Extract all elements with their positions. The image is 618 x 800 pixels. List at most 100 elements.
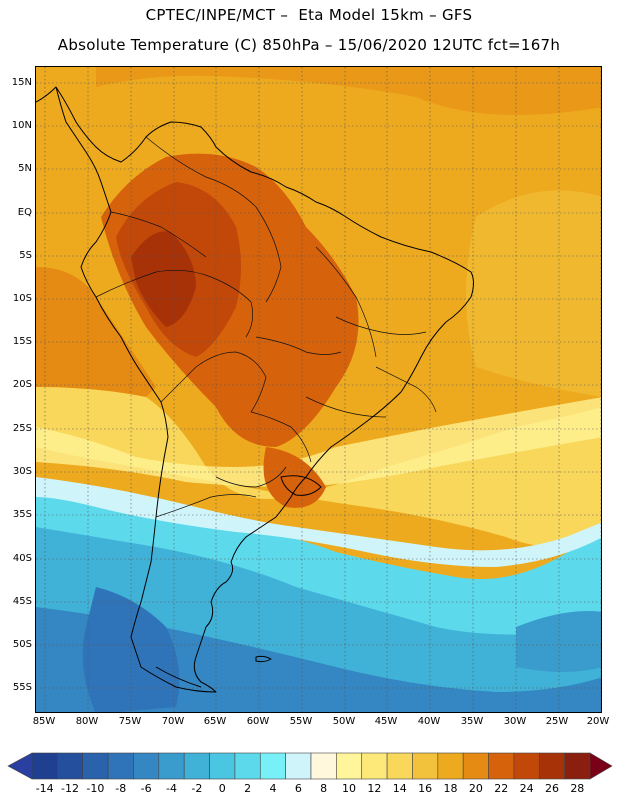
colorbar-tick-label: 0: [218, 782, 226, 795]
colorbar-swatch: [107, 752, 134, 780]
central-america-coast: [36, 86, 57, 103]
colorbar-tick-label: 10: [342, 782, 357, 795]
lat-label: 50S: [12, 639, 32, 650]
colorbar-tick-label: 26: [544, 782, 559, 795]
lat-label: 10S: [12, 293, 32, 304]
field-east-atlantic: [466, 190, 601, 397]
lon-label: 65W: [203, 716, 227, 727]
field-southeast-cold: [516, 611, 601, 672]
chart-header: CPTEC/INPE/MCT – Eta Model 15km – GFS Ab…: [0, 0, 618, 62]
colorbar-swatch: [386, 752, 413, 780]
colorbar-tick-label: -12: [61, 782, 80, 795]
colorbar-swatch: [183, 752, 210, 780]
lat-label: 35S: [12, 509, 32, 520]
lon-label: 60W: [246, 716, 270, 727]
lon-label: 35W: [460, 716, 484, 727]
coastline: [36, 86, 474, 693]
colorbar-tick-label: -6: [140, 782, 152, 795]
colorbar-swatch: [209, 752, 236, 780]
colorbar-swatch: [259, 752, 286, 780]
lon-label: 80W: [75, 716, 99, 727]
lon-label: 30W: [503, 716, 527, 727]
colorbar-swatch: [31, 752, 58, 780]
colorbar-swatch: [133, 752, 160, 780]
field-frontal-zone: [36, 477, 601, 567]
field-north-ocean: [96, 67, 601, 115]
colorbar-over-arrow: [589, 752, 613, 780]
lat-label: 15S: [12, 336, 32, 347]
colorbar-swatch: [310, 752, 337, 780]
map-panel: [35, 66, 602, 713]
colorbar-tick-label: -8: [115, 782, 127, 795]
lon-label: 70W: [161, 716, 185, 727]
colorbar-swatch: [361, 752, 388, 780]
rio-de-la-plata: [280, 475, 322, 496]
colorbar-tick-label: -2: [191, 782, 203, 795]
lon-label: 45W: [374, 716, 398, 727]
field-pacific-warm: [36, 267, 156, 397]
colorbar-tick-label: -10: [86, 782, 105, 795]
colorbar-swatch: [564, 752, 591, 780]
lat-label: 5N: [18, 163, 32, 174]
falklands: [255, 655, 272, 663]
lon-label: 55W: [289, 716, 313, 727]
colorbar-swatch: [513, 752, 540, 780]
graticule: [36, 67, 601, 712]
colorbar-swatch: [437, 752, 464, 780]
colorbar-tick-label: 18: [443, 782, 458, 795]
lat-label: EQ: [17, 207, 32, 218]
lat-label: 55S: [12, 682, 32, 693]
colorbar-graphic: [7, 752, 613, 780]
colorbar-tick-label: 20: [468, 782, 483, 795]
tierra-del-fuego: [155, 666, 202, 688]
lon-label: 75W: [118, 716, 142, 727]
colorbar-tick-label: 22: [494, 782, 509, 795]
colorbar-tick-label: 16: [418, 782, 433, 795]
lat-label: 20S: [12, 379, 32, 390]
field-subtropical-light: [36, 397, 601, 487]
lat-label: 45S: [12, 596, 32, 607]
colorbar-swatch: [158, 752, 185, 780]
field-subtropical: [36, 387, 601, 547]
colorbar-swatch: [336, 752, 363, 780]
lat-label: 30S: [12, 466, 32, 477]
colorbar-swatch: [234, 752, 261, 780]
colorbar-tick-label: 24: [519, 782, 534, 795]
lat-label: 10N: [11, 120, 32, 131]
colorbar-under-arrow: [7, 752, 33, 780]
lon-label: 40W: [417, 716, 441, 727]
chart-title-field: Absolute Temperature (C) 850hPa – 15/06/…: [57, 36, 561, 54]
lon-label: 85W: [32, 716, 56, 727]
lat-label: 15N: [11, 77, 32, 88]
colorbar-tick-label: 8: [320, 782, 328, 795]
colorbar-swatch: [82, 752, 109, 780]
field-patagonia-cold: [82, 587, 180, 712]
lat-label: 5S: [19, 250, 32, 261]
colorbar-tick-label: -14: [35, 782, 54, 795]
colorbar-tick-label: 28: [570, 782, 585, 795]
lon-label: 25W: [545, 716, 569, 727]
country-borders: [95, 136, 437, 518]
colorbar-swatch: [285, 752, 312, 780]
colorbar-swatch: [57, 752, 84, 780]
colorbar-tick-label: 2: [244, 782, 252, 795]
colorbar-swatch: [412, 752, 439, 780]
colorbar-swatch: [538, 752, 565, 780]
lon-label: 50W: [332, 716, 356, 727]
lat-label: 25S: [12, 423, 32, 434]
lon-label: 20W: [586, 716, 610, 727]
colorbar-swatch: [462, 752, 489, 780]
south-america-coast: [55, 86, 474, 693]
colorbar-tick-label: 14: [392, 782, 407, 795]
field-andes-hot: [131, 231, 196, 327]
temperature-map: [36, 67, 601, 712]
chart-title-model: CPTEC/INPE/MCT – Eta Model 15km – GFS: [145, 6, 473, 24]
colorbar-tick-label: 12: [367, 782, 382, 795]
colorbar-tick-label: -4: [166, 782, 177, 795]
lat-label: 40S: [12, 553, 32, 564]
colorbar: [0, 745, 618, 800]
colorbar-tick-label: 4: [269, 782, 277, 795]
colorbar-swatch: [488, 752, 515, 780]
field-paraguay-warm: [263, 447, 326, 508]
colorbar-tick-label: 6: [294, 782, 302, 795]
